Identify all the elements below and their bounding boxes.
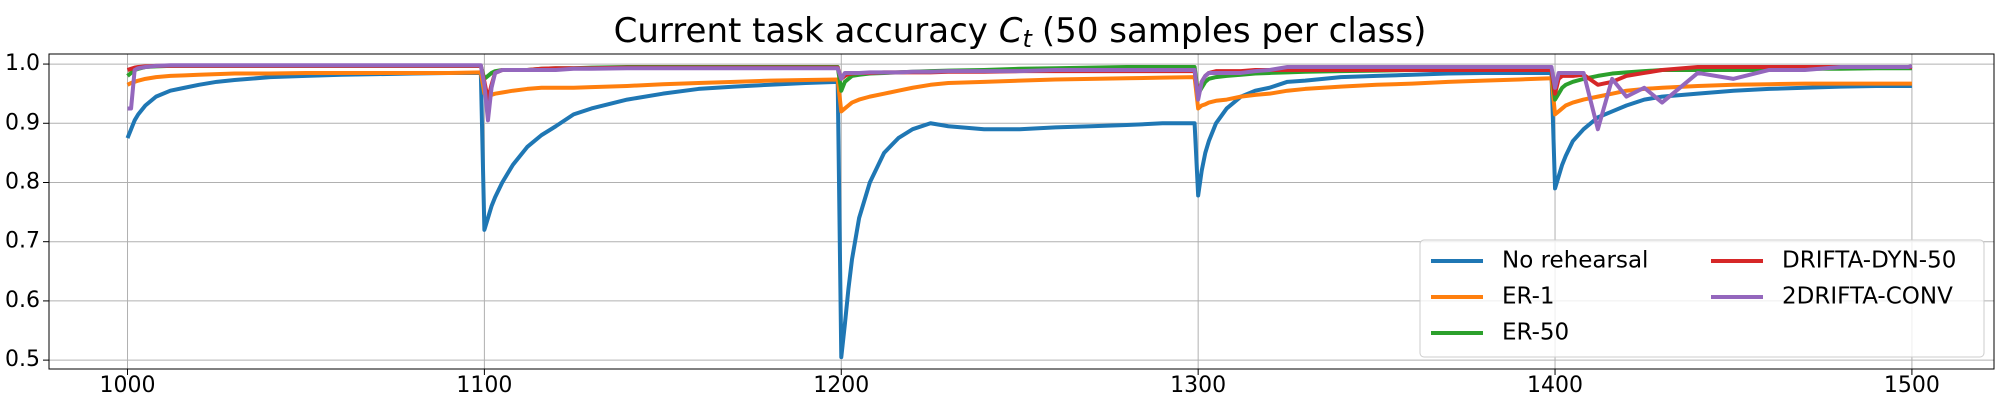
y-tick-label: 0.9 — [5, 110, 40, 135]
chart-title: Current task accuracy Ct (50 samples per … — [614, 11, 1427, 54]
x-tick-label: 1400 — [1527, 373, 1583, 398]
y-tick-label: 0.6 — [5, 288, 40, 313]
legend-label: 2DRIFTA-CONV — [1782, 284, 1953, 310]
title-subscript: t — [1023, 25, 1034, 53]
x-tick-label: 1200 — [813, 373, 869, 398]
legend-box — [1419, 239, 1985, 358]
title-symbol: C — [999, 11, 1023, 51]
x-tick-label: 1100 — [456, 373, 512, 398]
legend: No rehearsal ER-1 ER-50 DRIFTA-DYN-50 2DRIFT… — [1419, 239, 1985, 358]
x-tick-label: 1500 — [1884, 373, 1940, 398]
legend-label: DRIFTA-DYN-50 — [1782, 248, 1956, 274]
x-tick-label: 1000 — [100, 373, 156, 398]
y-tick-label: 0.7 — [5, 229, 40, 254]
title-text: Current task accuracy — [614, 11, 988, 51]
y-tick-label: 0.5 — [5, 347, 40, 372]
series-line — [126, 70, 1912, 117]
y-tick-label: 0.8 — [5, 169, 40, 194]
y-tick-label: 1.0 — [5, 51, 40, 76]
plot-frame — [48, 53, 1995, 370]
legend-label: No rehearsal — [1502, 248, 1648, 274]
legend-label: ER-1 — [1502, 284, 1555, 310]
series-line — [127, 63, 1913, 132]
title-suffix: (50 samples per class) — [1042, 11, 1426, 51]
legend-label: ER-50 — [1502, 320, 1569, 346]
x-tick-label: 1300 — [1170, 373, 1226, 398]
